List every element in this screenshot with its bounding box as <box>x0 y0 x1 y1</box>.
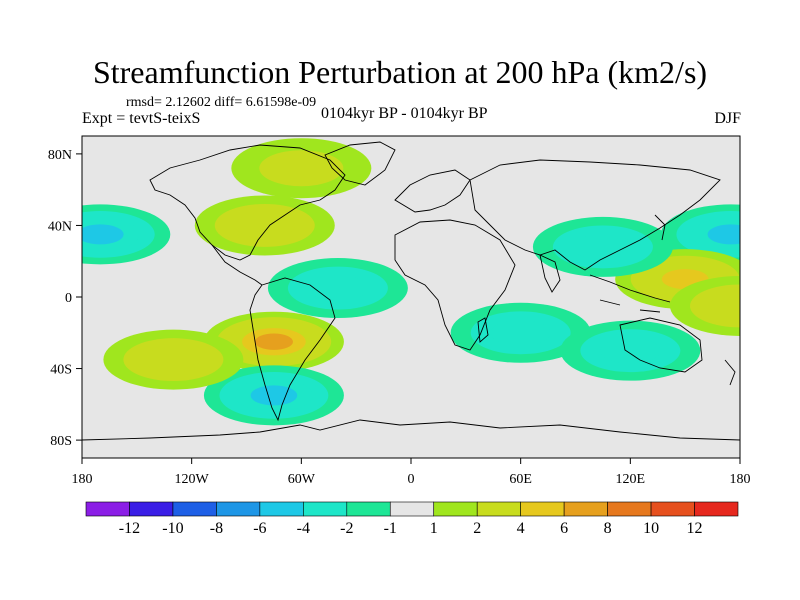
coast-new-zealand <box>724 359 736 386</box>
lon-tick-label: 180 <box>730 472 751 487</box>
coast-asia <box>469 159 721 271</box>
coast-antarctica <box>82 419 740 441</box>
anomaly-tropical-atlantic-low <box>267 258 408 319</box>
colorbar-label: -2 <box>340 520 353 537</box>
colorbar-swatch <box>346 501 391 517</box>
colorbar-label: 1 <box>430 520 438 537</box>
colorbar-swatch <box>433 501 478 517</box>
lat-tick-label: 80N <box>48 148 72 163</box>
lat-axis: 80N 40N 0 40S 80S <box>48 148 82 449</box>
colorbar-label: -4 <box>297 520 310 537</box>
period-label: 0104kyr BP - 0104kyr BP <box>321 105 488 122</box>
anomaly-arctic-band <box>231 138 372 199</box>
coast-madagascar <box>477 317 489 343</box>
colorbar-label: -1 <box>384 520 397 537</box>
colorbar-label: -6 <box>253 520 266 537</box>
coast-japan <box>654 214 666 241</box>
lat-tick-label: 40S <box>50 363 72 378</box>
coast-europe <box>394 169 471 213</box>
colorbar-swatch <box>694 501 739 517</box>
colorbar-swatch <box>172 501 217 517</box>
colorbar-swatch <box>389 501 435 517</box>
lon-tick-label: 0 <box>408 472 415 487</box>
coastlines <box>82 141 740 441</box>
lon-tick-label: 120E <box>616 472 646 487</box>
colorbar-swatch <box>520 501 565 517</box>
lon-tick-label: 60E <box>509 472 532 487</box>
colorbar-swatch <box>129 501 174 517</box>
lat-tick-label: 40N <box>48 219 72 234</box>
coast-india <box>539 254 561 293</box>
anomaly-indian-ocean-low <box>450 302 591 363</box>
perturbation-field <box>82 136 740 458</box>
anomaly-southern-ocean-low <box>203 365 344 426</box>
colorbar-label: -12 <box>119 520 140 537</box>
colorbar-swatch <box>85 501 130 517</box>
colorbar-label: -8 <box>210 520 223 537</box>
coast-greenland <box>324 141 396 186</box>
colorbar-swatch <box>303 501 348 517</box>
stats-line: rmsd= 2.12602 diff= 6.61598e-09 <box>126 95 317 110</box>
colorbar-label: 8 <box>604 520 612 537</box>
lat-tick-label: 0 <box>65 291 72 306</box>
colorbar-label: 10 <box>643 520 659 537</box>
chart-title: Streamfunction Perturbation at 200 hPa (… <box>92 54 708 90</box>
lon-tick-label: 60W <box>288 472 316 487</box>
colorbar-swatch <box>607 501 652 517</box>
lon-tick-label: 120W <box>175 472 210 487</box>
lat-tick-label: 80S <box>50 434 72 449</box>
colorbar-swatch <box>650 501 695 517</box>
anomaly-australia-low <box>560 320 701 381</box>
colorbar-label: 4 <box>517 520 525 537</box>
coast-central-america <box>211 244 263 286</box>
coast-australia <box>619 317 703 373</box>
colorbar-label: 6 <box>560 520 568 537</box>
lon-axis: 180 120W 60W 0 60E 120E 180 <box>72 458 751 487</box>
anomaly-east-pacific-high <box>670 275 740 336</box>
colorbar-label: 12 <box>687 520 703 537</box>
anomaly-asia-low <box>532 216 673 277</box>
anomaly-north-atlantic-low <box>82 204 171 265</box>
coast-north-america <box>149 144 346 261</box>
colorbar-swatch <box>563 501 608 517</box>
lon-tick-label: 180 <box>72 472 93 487</box>
colorbar-label: 2 <box>473 520 481 537</box>
colorbar-swatch <box>476 501 521 517</box>
experiment-label: Expt = tevtS-teixS <box>82 110 201 127</box>
coast-indonesia <box>589 274 671 313</box>
anomaly-north-atlantic-high <box>194 195 335 256</box>
coast-south-america <box>249 277 336 422</box>
season-label: DJF <box>714 110 741 127</box>
colorbar-label: -10 <box>162 520 183 537</box>
colorbar-swatch <box>216 501 261 517</box>
coast-africa <box>394 219 516 351</box>
anomaly-south-pacific-high <box>103 329 244 390</box>
colorbar-swatch <box>259 501 304 517</box>
